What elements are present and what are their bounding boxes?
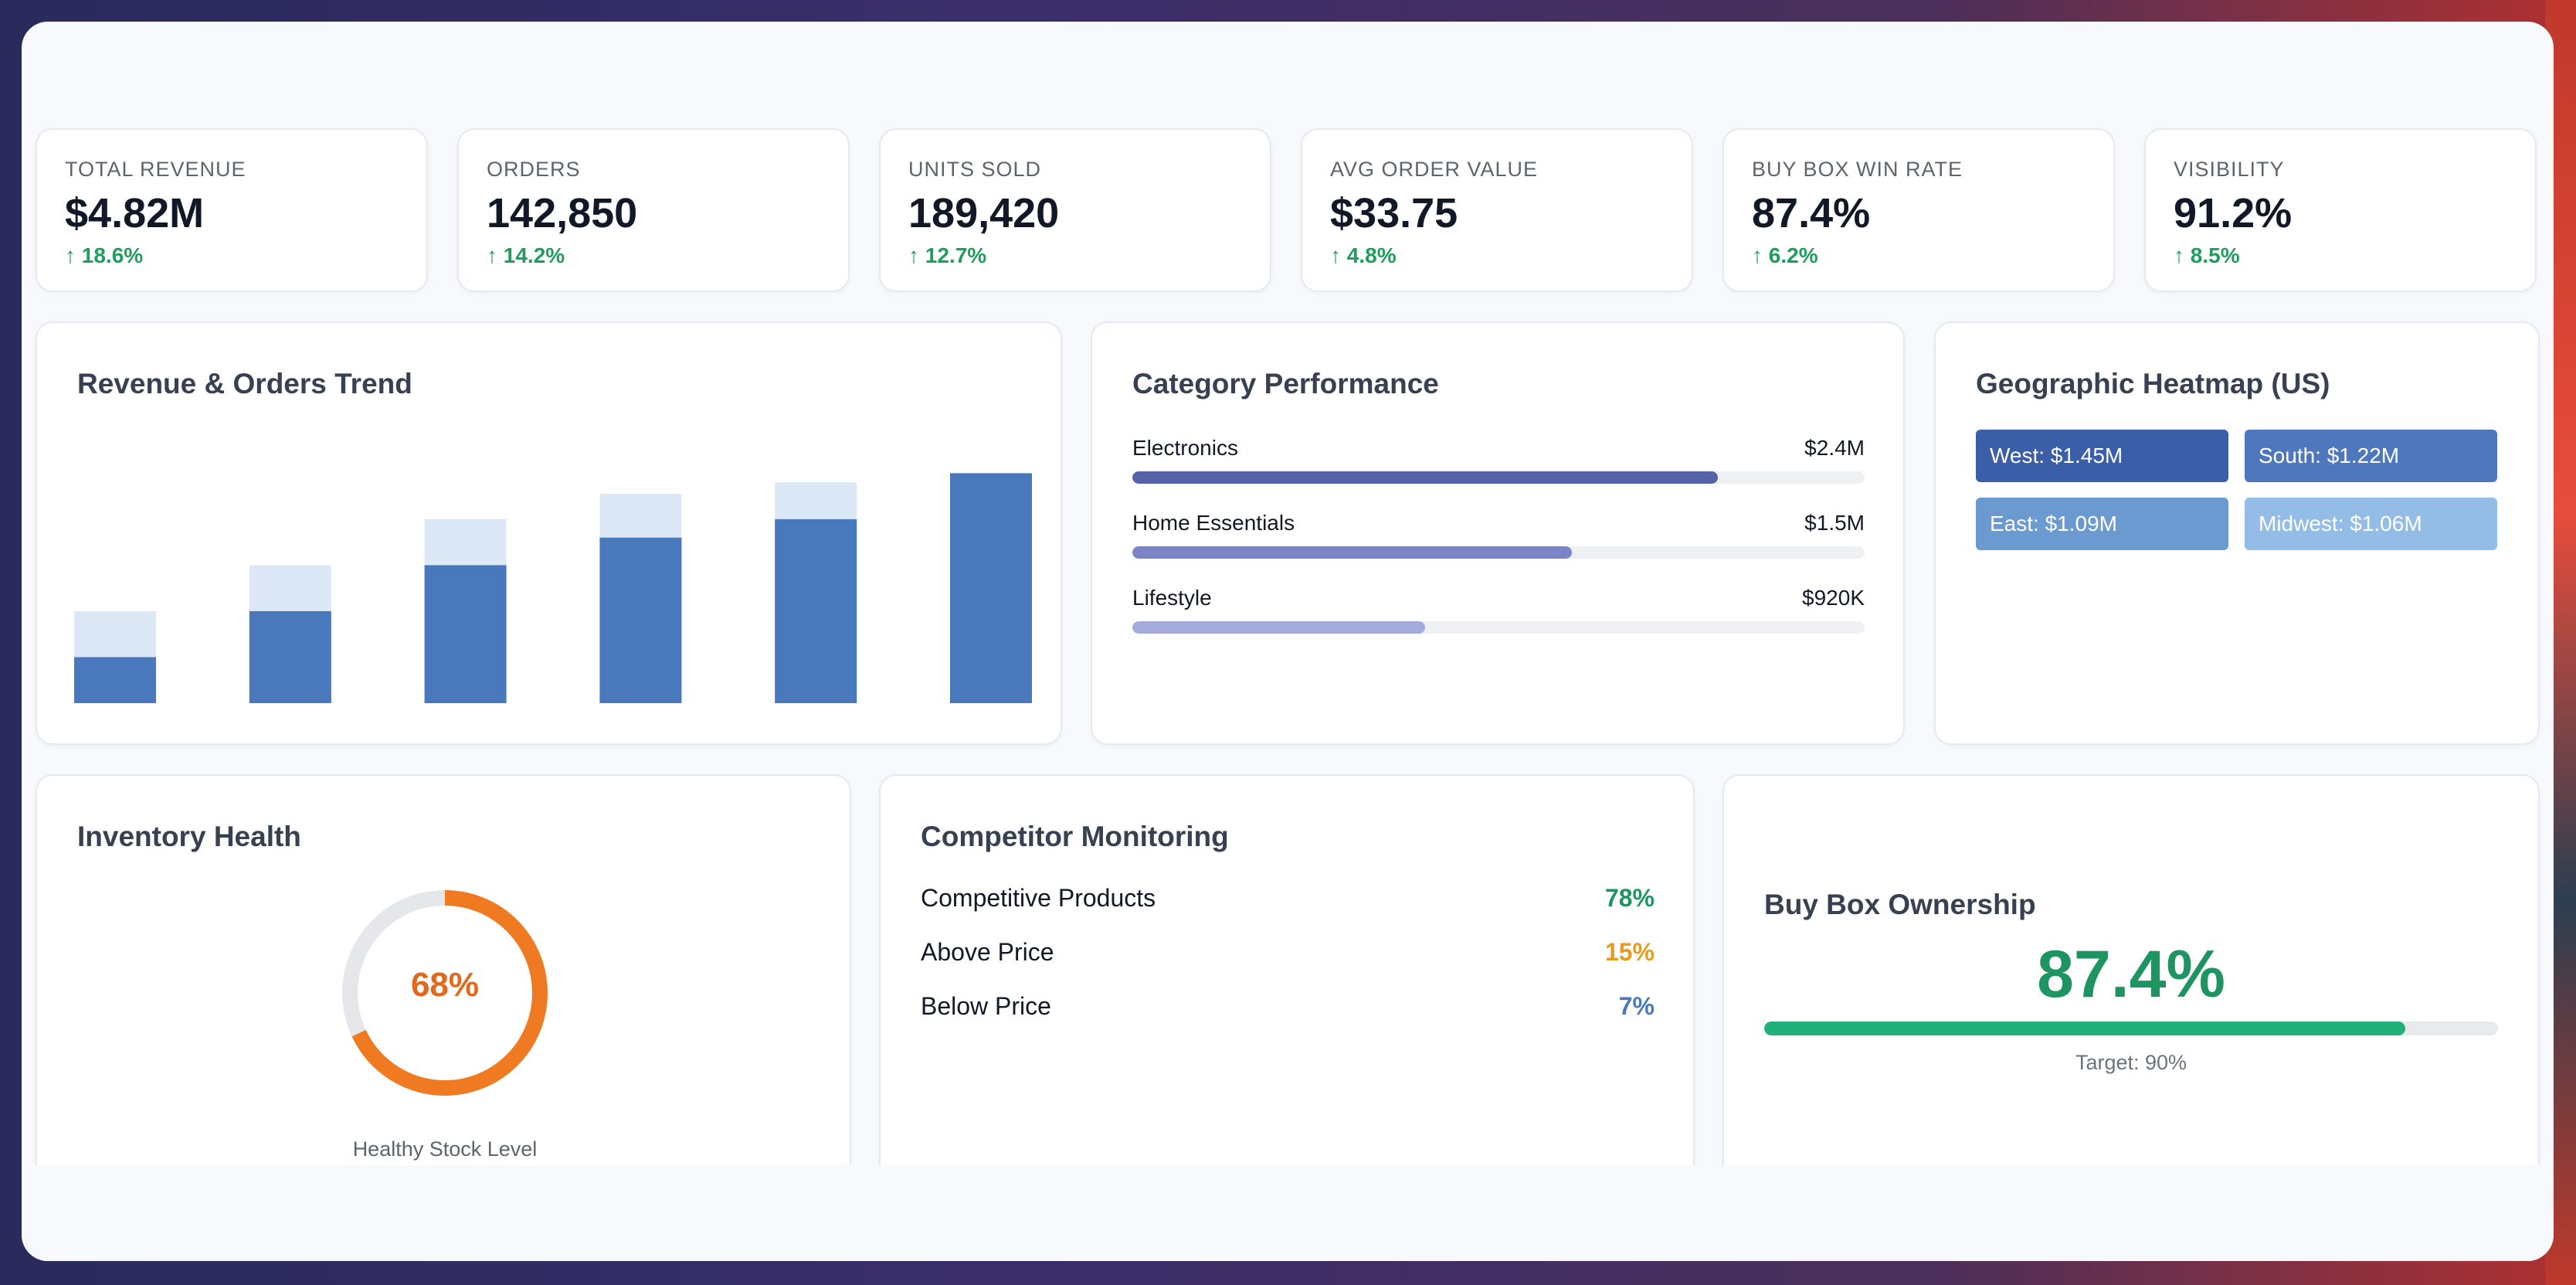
kpi-card-total-revenue: TOTAL REVENUE $4.82M ↑ 18.6% [36, 128, 428, 292]
kpi-delta: ↑ 8.5% [2174, 243, 2240, 267]
competitor-value: 78% [1604, 884, 1655, 912]
category-value: $920K [1802, 586, 1865, 610]
kpi-label: AVG ORDER VALUE [1330, 158, 1539, 181]
geo-title: Geographic Heatmap (US) [1976, 368, 2330, 399]
buybox-progress-fill [1764, 1022, 2406, 1035]
trend-bar-primary [950, 473, 1032, 703]
trend-bar-primary [424, 565, 507, 703]
trend-card: Revenue & Orders Trend [36, 321, 1062, 745]
window-footer [22, 1165, 2554, 1261]
kpi-card-units-sold: UNITS SOLD 189,420 ↑ 12.7% [879, 128, 1271, 292]
inventory-title: Inventory Health [77, 821, 301, 852]
kpi-card-visibility: VISIBILITY 91.2% ↑ 8.5% [2144, 128, 2537, 292]
kpi-label: UNITS SOLD [908, 158, 1042, 181]
kpi-value: $4.82M [65, 190, 205, 236]
category-bar-fill [1132, 471, 1719, 484]
category-row-home-essentials: Home Essentials $1.5M [1132, 511, 1865, 559]
category-card: Category Performance Electronics $2.4M H… [1091, 321, 1905, 745]
kpi-value: 142,850 [487, 190, 638, 236]
kpi-value: $33.75 [1330, 190, 1458, 236]
inventory-percent: 68% [410, 966, 480, 1004]
category-value: $1.5M [1804, 511, 1865, 535]
trend-bar-chart [74, 473, 1032, 703]
competitor-label: Above Price [921, 938, 1054, 966]
kpi-card-buy-box-win-rate: BUY BOX WIN RATE 87.4% ↑ 6.2% [1722, 128, 2115, 292]
geo-tile-midwest[interactable]: Midwest: $1.06M [2245, 498, 2497, 550]
kpi-delta: ↑ 18.6% [65, 243, 144, 267]
kpi-value: 87.4% [1752, 190, 1871, 236]
competitor-value: 7% [1618, 992, 1655, 1020]
category-name: Home Essentials [1132, 511, 1295, 535]
category-row-electronics: Electronics $2.4M [1132, 436, 1865, 484]
category-name: Lifestyle [1132, 586, 1212, 610]
competitor-value: 15% [1604, 938, 1655, 966]
kpi-card-orders: ORDERS 142,850 ↑ 14.2% [457, 128, 850, 292]
inventory-donut-chart [342, 890, 548, 1096]
geo-tile-east[interactable]: East: $1.09M [1976, 498, 2228, 550]
buybox-value: 87.4% [2037, 937, 2225, 1011]
competitor-title: Competitor Monitoring [921, 821, 1229, 852]
buybox-progress-track [1764, 1022, 2498, 1035]
kpi-delta: ↑ 6.2% [1752, 243, 1818, 267]
kpi-delta: ↑ 14.2% [487, 243, 565, 267]
category-title: Category Performance [1132, 368, 1439, 399]
geo-tile-south[interactable]: South: $1.22M [2245, 430, 2497, 482]
trend-title: Revenue & Orders Trend [77, 368, 412, 399]
trend-bar-primary [249, 610, 331, 703]
competitor-row: Above Price 15% [921, 938, 1655, 967]
trend-bar-primary [74, 657, 156, 703]
category-name: Electronics [1132, 436, 1238, 460]
kpi-label: ORDERS [487, 158, 581, 181]
kpi-delta: ↑ 4.8% [1330, 243, 1397, 267]
competitor-label: Competitive Products [921, 884, 1156, 912]
category-bar-fill [1132, 621, 1426, 634]
category-bar-track [1132, 621, 1865, 634]
geo-card: Geographic Heatmap (US) West: $1.45M Sou… [1934, 321, 2540, 745]
kpi-label: TOTAL REVENUE [65, 158, 246, 181]
category-bar-track [1132, 471, 1865, 484]
kpi-value: 189,420 [908, 190, 1060, 236]
competitor-row: Competitive Products 78% [921, 884, 1655, 913]
kpi-label: VISIBILITY [2174, 158, 2285, 181]
category-bar-fill [1132, 546, 1572, 559]
kpi-delta: ↑ 12.7% [908, 243, 987, 267]
buybox-target: Target: 90% [2075, 1051, 2187, 1074]
geo-tile-west[interactable]: West: $1.45M [1976, 430, 2228, 482]
category-bar-track [1132, 546, 1865, 559]
trend-bar-primary [775, 518, 857, 703]
buybox-title: Buy Box Ownership [1764, 889, 2036, 920]
competitor-label: Below Price [921, 992, 1051, 1020]
category-value: $2.4M [1804, 436, 1865, 460]
donut-progress [342, 890, 548, 1096]
dashboard-window: TOTAL REVENUE $4.82M ↑ 18.6% ORDERS 142,… [22, 22, 2554, 1261]
trend-bar-primary [599, 537, 682, 703]
kpi-label: BUY BOX WIN RATE [1752, 158, 1963, 181]
category-row-lifestyle: Lifestyle $920K [1132, 586, 1865, 634]
inventory-caption: Healthy Stock Level [352, 1137, 538, 1161]
competitor-row: Below Price 7% [921, 992, 1655, 1021]
kpi-value: 91.2% [2174, 190, 2293, 236]
kpi-card-avg-order-value: AVG ORDER VALUE $33.75 ↑ 4.8% [1301, 128, 1693, 292]
